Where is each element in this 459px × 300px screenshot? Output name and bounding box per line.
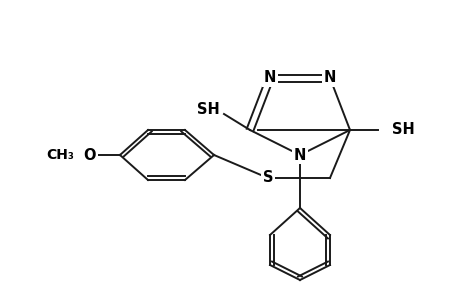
Text: SH: SH xyxy=(197,103,219,118)
Text: N: N xyxy=(293,148,306,163)
Text: N: N xyxy=(323,70,336,86)
Text: S: S xyxy=(262,170,273,185)
Text: N: N xyxy=(263,70,275,86)
Text: CH₃: CH₃ xyxy=(46,148,74,162)
Text: SH: SH xyxy=(391,122,414,137)
Text: O: O xyxy=(84,148,96,163)
